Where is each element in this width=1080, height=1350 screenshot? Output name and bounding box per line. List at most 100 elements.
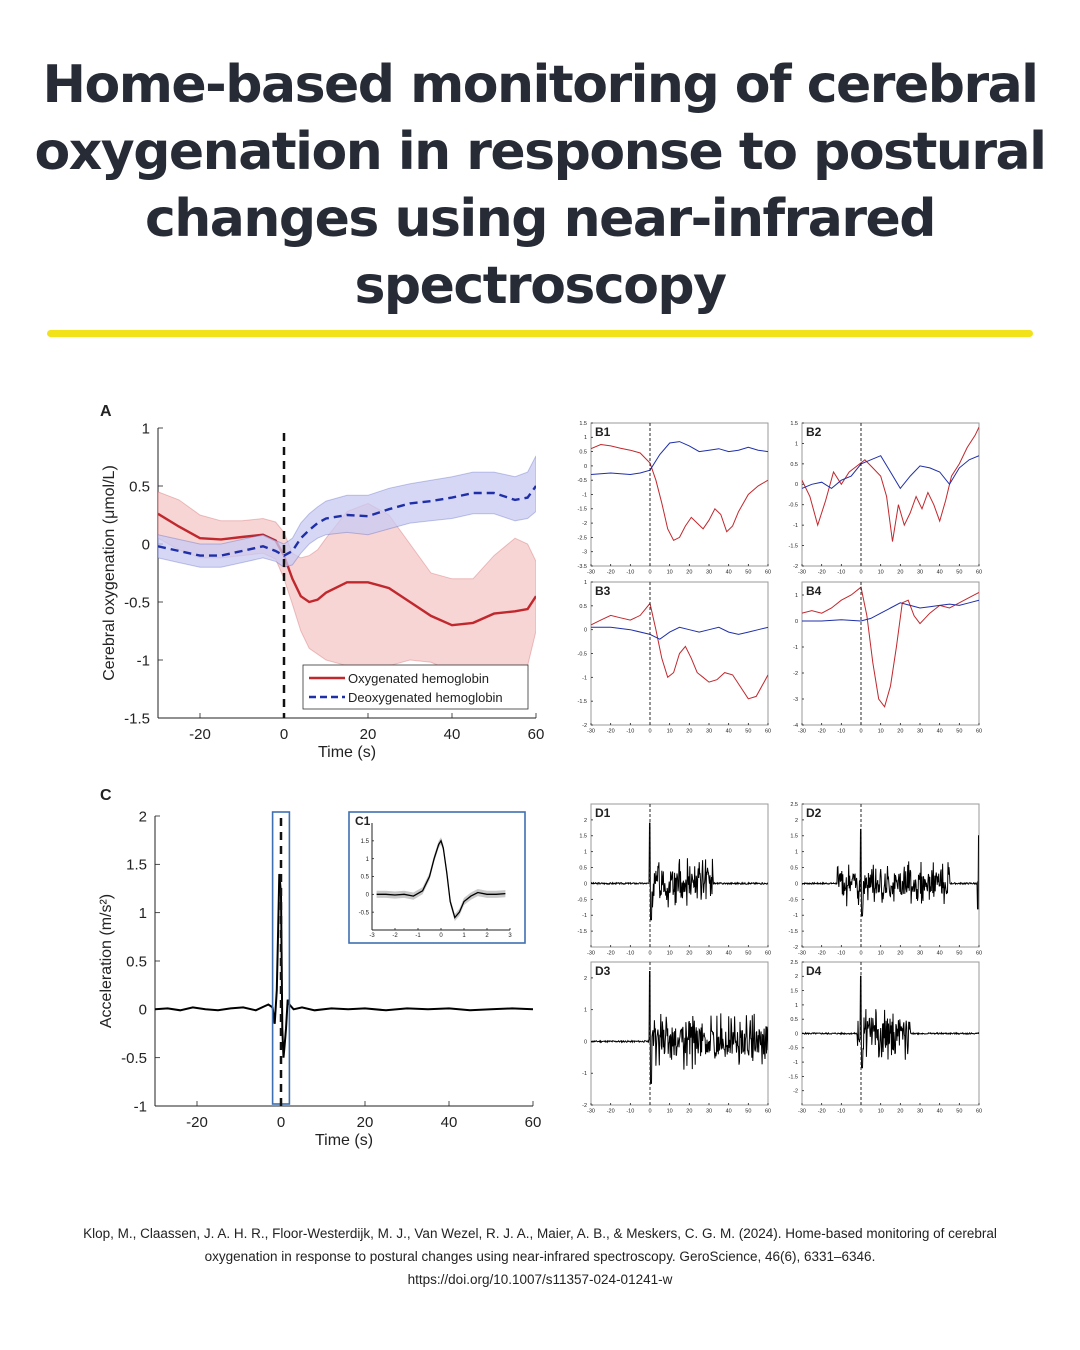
series-oxygenated-hemoglobin xyxy=(158,512,536,627)
plot-frame xyxy=(801,803,980,948)
y-tick-label: -1.5 xyxy=(578,929,587,935)
y-tick-label: -1 xyxy=(582,675,587,681)
y-tick-label: -1.5 xyxy=(789,929,798,935)
y-tick-label: -0.5 xyxy=(578,478,587,484)
x-tick-label: 60 xyxy=(765,951,771,957)
y-tick-label: -2 xyxy=(582,723,587,729)
series-line xyxy=(802,586,979,708)
plot-area xyxy=(802,975,979,1069)
x-tick-label: 30 xyxy=(706,729,712,735)
x-tick-label: 40 xyxy=(726,729,732,735)
y-axis-label: Cerebral oxygenation (μmol/L) xyxy=(101,465,118,681)
x-tick-label: -10 xyxy=(626,729,634,735)
plot-area xyxy=(158,455,536,684)
y-tick-label: -2 xyxy=(582,1103,587,1109)
y-tick-label: 0.5 xyxy=(361,875,370,881)
y-tick-label: -1.5 xyxy=(578,507,587,513)
y-tick-label: 1.5 xyxy=(579,421,587,427)
x-tick-label: 0 xyxy=(648,729,651,735)
x-tick-label: -10 xyxy=(837,570,845,576)
y-tick-label: 1.5 xyxy=(790,421,798,427)
x-tick-label: 40 xyxy=(441,1114,458,1131)
y-tick-label: -0.5 xyxy=(121,1050,147,1067)
panel-label: B4 xyxy=(806,584,822,598)
y-tick-label: 1.5 xyxy=(361,839,370,845)
y-tick-label: 0 xyxy=(584,464,587,470)
y-tick-label: 2 xyxy=(139,808,147,825)
x-tick-label: 3 xyxy=(508,933,512,939)
x-tick-label: 20 xyxy=(897,729,903,735)
x-tick-label: -20 xyxy=(818,1109,826,1115)
legend: Oxygenated hemoglobin Deoxygenated hemogl… xyxy=(302,664,529,710)
y-tick-label: 2 xyxy=(584,976,587,982)
x-tick-label: 50 xyxy=(745,951,751,957)
x-tick-label: -10 xyxy=(837,1109,845,1115)
x-tick-label: -30 xyxy=(798,951,806,957)
y-tick-label: -2.5 xyxy=(578,535,587,541)
x-tick-label: 60 xyxy=(976,951,982,957)
y-tick-label: 1.5 xyxy=(579,834,587,840)
series-line xyxy=(376,839,506,919)
x-tick-label: 10 xyxy=(667,570,673,576)
inset-frame xyxy=(348,811,526,944)
x-tick-label: -10 xyxy=(626,570,634,576)
y-tick-label: -2 xyxy=(793,1089,798,1095)
x-tick-label: 50 xyxy=(745,729,751,735)
x-tick-label: 1 xyxy=(462,933,466,939)
plot-frame xyxy=(590,422,769,567)
plot-area xyxy=(376,837,506,922)
plot-area xyxy=(802,586,979,708)
plot-frame xyxy=(801,422,980,567)
y-tick-label: 1 xyxy=(795,1003,798,1009)
x-tick-label: -20 xyxy=(607,951,615,957)
x-tick-label: -20 xyxy=(607,570,615,576)
y-tick-label: 1.5 xyxy=(126,857,147,874)
x-tick-label: 60 xyxy=(976,570,982,576)
citation-doi[interactable]: https://doi.org/10.1007/s11357-024-01241… xyxy=(407,1272,673,1287)
y-tick-label: -3 xyxy=(582,550,587,556)
y-tick-label: -1.5 xyxy=(124,710,150,727)
plot-frame xyxy=(590,961,769,1106)
x-tick-label: 50 xyxy=(956,1109,962,1115)
y-tick-label: -1 xyxy=(793,645,798,651)
panel-d4: -2 -1.5 -1 -0.5 0 0.5 1 1.5 2 2.5 -30 -20 -10 0 10 20 30… xyxy=(789,960,983,1115)
y-tick-label: 1 xyxy=(366,857,370,863)
y-tick-label: 0 xyxy=(584,881,587,887)
y-tick-label: -1 xyxy=(793,913,798,919)
x-tick-label: 30 xyxy=(706,1109,712,1115)
y-tick-label: -1.5 xyxy=(789,543,798,549)
x-axis-label: Time (s) xyxy=(318,744,376,761)
x-tick-label: 20 xyxy=(686,951,692,957)
series-line xyxy=(802,599,979,622)
y-tick-label: 0 xyxy=(584,1039,587,1045)
panel-label: D3 xyxy=(595,964,611,978)
y-tick-label: 2 xyxy=(795,974,798,980)
panel-b3: -2 -1.5 -1 -0.5 0 0.5 1 -30 -20 -10 0 10 20 30 40 50 60 B… xyxy=(578,580,772,735)
x-tick-label: -30 xyxy=(798,729,806,735)
y-tick-label: 0 xyxy=(366,892,370,898)
series-band xyxy=(158,455,536,568)
x-tick-label: 20 xyxy=(360,726,377,743)
panel-label: C1 xyxy=(355,814,371,828)
series-line xyxy=(591,971,768,1084)
y-tick-label: -1.5 xyxy=(578,699,587,705)
y-tick-label: 2 xyxy=(584,818,587,824)
series-line xyxy=(802,975,979,1069)
x-tick-label: 0 xyxy=(859,729,862,735)
legend-box xyxy=(302,664,529,710)
x-tick-label: 0 xyxy=(648,951,651,957)
x-tick-label: 30 xyxy=(917,1109,923,1115)
series-line xyxy=(591,626,768,640)
y-tick-label: 2 xyxy=(795,818,798,824)
x-tick-label: 30 xyxy=(917,951,923,957)
x-tick-label: -30 xyxy=(587,570,595,576)
x-tick-label: 60 xyxy=(976,729,982,735)
x-tick-label: 60 xyxy=(976,1109,982,1115)
x-tick-label: -3 xyxy=(369,933,375,939)
x-tick-label: -20 xyxy=(818,951,826,957)
x-tick-label: -20 xyxy=(607,1109,615,1115)
y-tick-label: 1.5 xyxy=(790,834,798,840)
y-tick-label: -3 xyxy=(793,697,798,703)
y-tick-label: -1 xyxy=(793,1060,798,1066)
